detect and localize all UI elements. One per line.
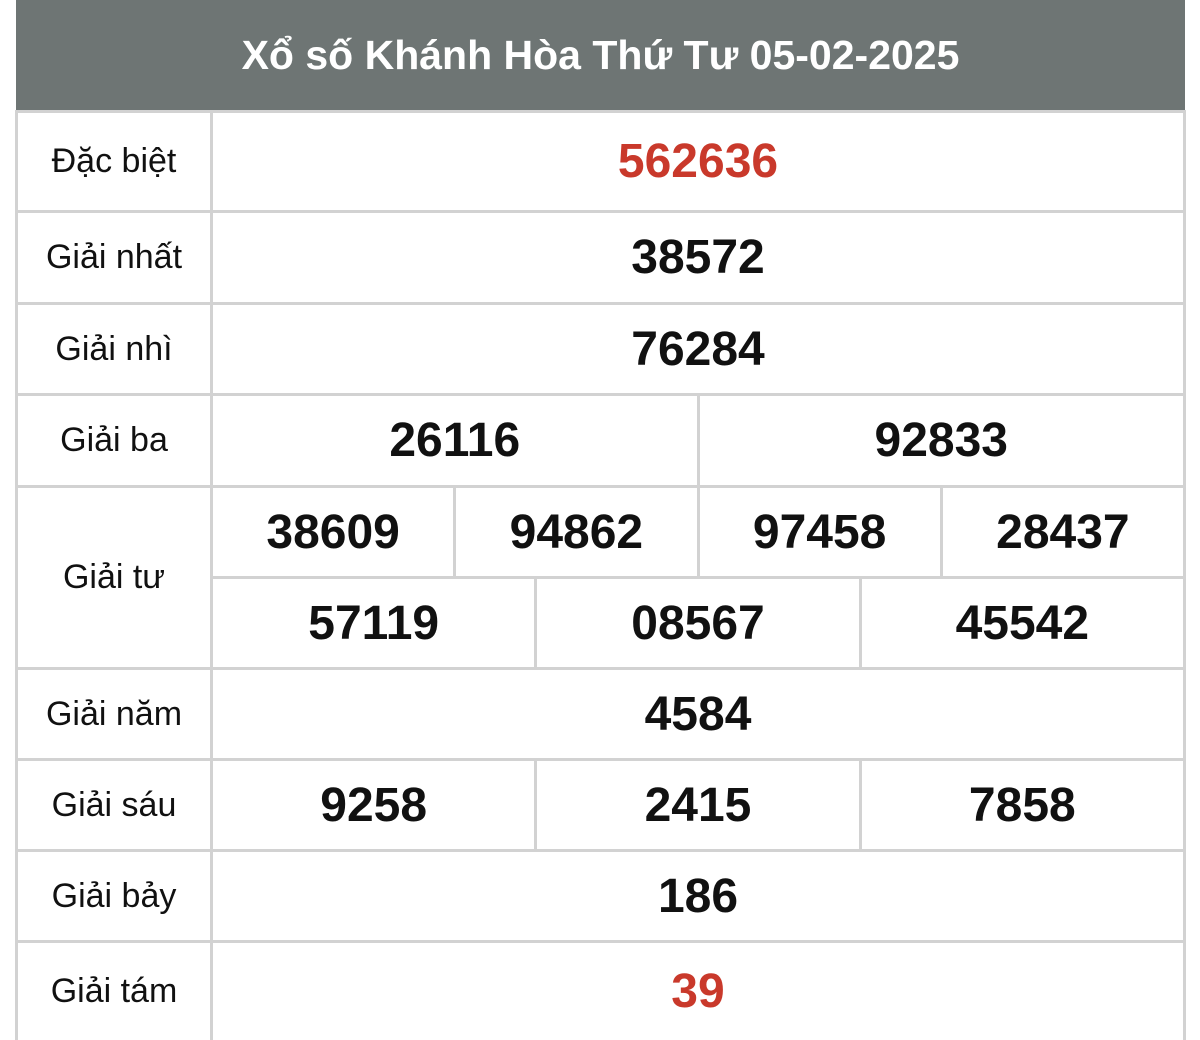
prize-label: Đặc biệt (18, 113, 213, 210)
prize-number: 76284 (631, 322, 765, 376)
prize-row: Giải nhì 76284 (18, 302, 1183, 393)
prize-values: 26116 92833 (213, 396, 1183, 485)
prize-number: 28437 (939, 488, 1183, 576)
prize-subrow: 38572 (213, 213, 1183, 302)
prize-subrow: 9258 2415 7858 (213, 761, 1183, 849)
prize-number: 39 (671, 965, 725, 1018)
prize-subrow: 39 (213, 943, 1183, 1040)
prize-values: 38572 (213, 213, 1183, 302)
prize-number: 97458 (696, 488, 940, 576)
prize-subrow: 38609 94862 97458 28437 (213, 488, 1183, 576)
prize-label: Giải tám (18, 943, 213, 1040)
prize-label: Giải nhì (18, 305, 213, 393)
prize-row: Giải bảy 186 (18, 849, 1183, 940)
prize-number: 26116 (389, 414, 521, 467)
prize-number: 08567 (534, 579, 858, 667)
prize-label: Giải tư (18, 488, 213, 667)
prize-number: 45542 (858, 579, 1183, 667)
prize-values: 9258 2415 7858 (213, 761, 1183, 849)
prize-number: 38609 (266, 505, 400, 559)
prize-label: Giải sáu (18, 761, 213, 849)
prize-values: 76284 (213, 305, 1183, 393)
prize-subrow: 186 (213, 852, 1183, 940)
prize-number: 2415 (534, 761, 858, 849)
page-title: Xổ số Khánh Hòa Thứ Tư 05-02-2025 (16, 0, 1185, 110)
prize-number: 4584 (644, 687, 752, 741)
prize-values: 186 (213, 852, 1183, 940)
prize-values: 38609 94862 97458 28437 57119 08567 45542 (213, 488, 1183, 667)
results-table: Đặc biệt 562636 Giải nhất 38572 Giải nhì 7628… (15, 110, 1186, 1040)
prize-number: 9258 (320, 778, 428, 832)
prize-row: Giải tư 38609 94862 97458 28437 57119 08567 455… (18, 485, 1183, 667)
prize-row: Giải ba 26116 92833 (18, 393, 1183, 485)
prize-subrow: 76284 (213, 305, 1183, 393)
prize-label: Giải nhất (18, 213, 213, 302)
prize-label: Giải bảy (18, 852, 213, 940)
prize-label: Giải ba (18, 396, 213, 485)
prize-number: 94862 (453, 488, 696, 576)
prize-row: Giải nhất 38572 (18, 210, 1183, 302)
prize-number: 92833 (696, 396, 1184, 485)
prize-row: Đặc biệt 562636 (18, 110, 1183, 210)
prize-number: 562636 (617, 135, 779, 188)
prize-values: 39 (213, 943, 1183, 1040)
prize-subrow: 4584 (213, 670, 1183, 758)
prize-row: Giải tám 39 (18, 940, 1183, 1040)
prize-subrow: 57119 08567 45542 (213, 576, 1183, 667)
prize-subrow: 26116 92833 (213, 396, 1183, 485)
prize-row: Giải sáu 9258 2415 7858 (18, 758, 1183, 849)
prize-values: 4584 (213, 670, 1183, 758)
prize-row: Giải năm 4584 (18, 667, 1183, 758)
prize-number: 186 (657, 869, 739, 923)
prize-number: 38572 (631, 231, 765, 284)
prize-label: Giải năm (18, 670, 213, 758)
prize-values: 562636 (213, 113, 1183, 210)
prize-number: 7858 (858, 761, 1183, 849)
prize-subrow: 562636 (213, 113, 1183, 210)
prize-number: 57119 (308, 596, 440, 650)
